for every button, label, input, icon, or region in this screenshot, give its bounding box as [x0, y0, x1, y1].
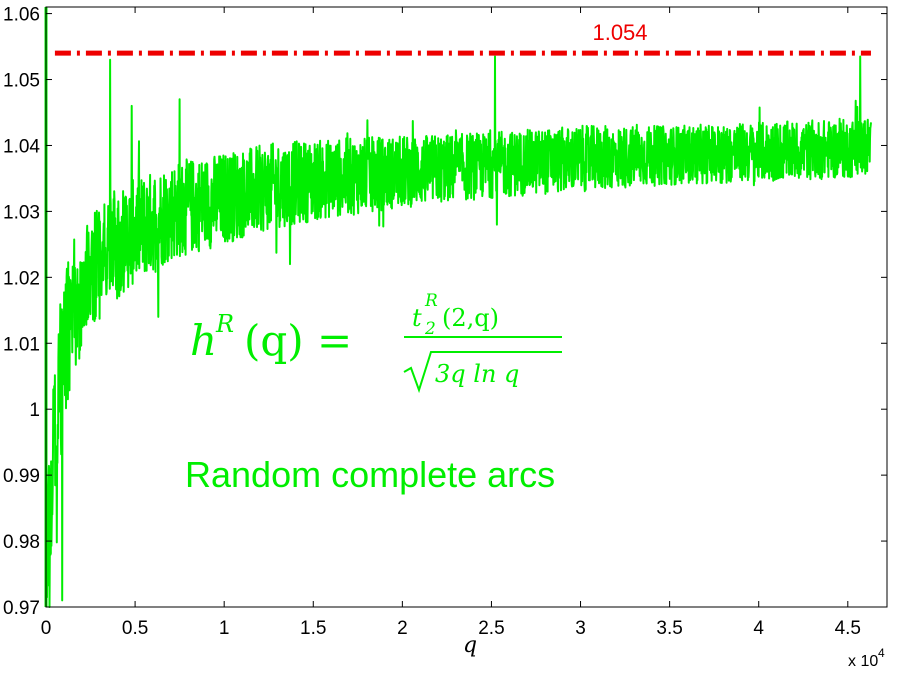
series-line-0	[45, 55, 872, 608]
x-tick-label: 2.5	[478, 618, 504, 639]
x-tick-label: 1.5	[300, 618, 326, 639]
x-tick-label: 3	[575, 618, 586, 639]
x-tick-label: 3.5	[656, 618, 682, 639]
x-exponent-label: x 10	[848, 653, 878, 670]
y-tick-label: 1.06	[3, 5, 40, 26]
y-tick-label: 0.97	[3, 598, 40, 619]
x-tick-label: 4.5	[835, 618, 861, 639]
formula-numerator: t	[412, 304, 422, 332]
x-axis-label: q	[463, 633, 477, 658]
x-tick-label: 0.5	[122, 618, 148, 639]
reference-line-label: 1.054	[592, 20, 647, 45]
formula: h R (q) = t R 2 (2,q) 3q ln q	[190, 291, 562, 394]
formula-numerator-sup: R	[424, 291, 438, 311]
formula-sqrt-sign	[403, 351, 562, 394]
x-tick-label: 2	[397, 618, 408, 639]
formula-lhs-arg: (q) =	[244, 316, 352, 365]
formula-lhs: h	[190, 316, 217, 365]
ticks-layer: 0 0.5 1 1.5 2 2.5 3 3.5 4 4.5 0.97 0.98 0.99 1 1.01 1.0…	[3, 5, 887, 639]
formula-lhs-sup: R	[215, 310, 234, 338]
formula-numerator-sub: 2	[424, 319, 436, 339]
plot-frame	[45, 6, 888, 608]
formula-denominator: 3q ln q	[435, 360, 519, 388]
y-tick-label: 0.99	[3, 466, 40, 487]
annotation-note: Random complete arcs	[185, 454, 555, 495]
x-tick-label: 4	[753, 618, 764, 639]
x-exponent-power: 4	[878, 646, 885, 660]
formula-numerator-arg: (2,q)	[442, 304, 499, 332]
x-tick-label: 1	[219, 618, 230, 639]
y-tick-label: 0.98	[3, 532, 40, 553]
y-tick-label: 1.03	[3, 202, 40, 223]
y-tick-label: 1.05	[3, 71, 40, 92]
y-tick-label: 1.01	[3, 334, 40, 355]
y-tick-label: 1.02	[3, 268, 40, 289]
y-tick-label: 1.04	[3, 136, 40, 157]
x-tick-label: 0	[41, 618, 52, 639]
y-tick-label: 1	[29, 400, 40, 421]
